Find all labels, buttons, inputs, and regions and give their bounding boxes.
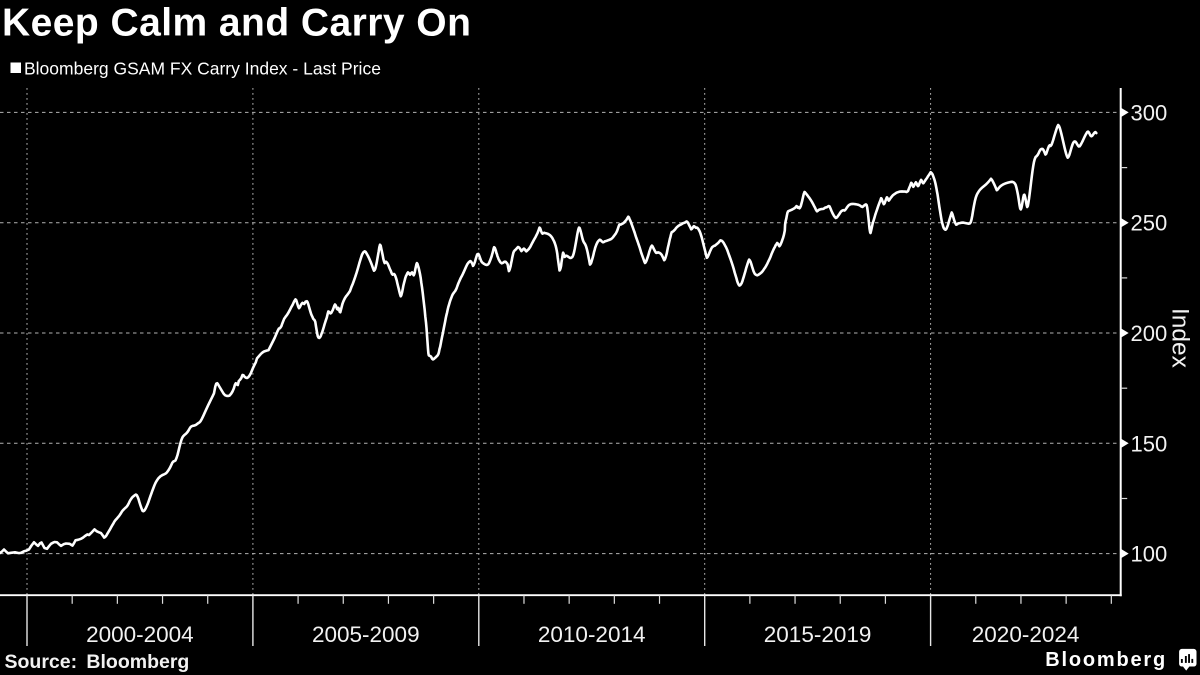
svg-text:300: 300 — [1131, 100, 1168, 125]
svg-text:Source: Bloomberg: Source: Bloomberg — [5, 651, 190, 673]
svg-text:200: 200 — [1131, 321, 1168, 346]
svg-text:Keep Calm and Carry On: Keep Calm and Carry On — [2, 2, 471, 45]
svg-text:Bloomberg: Bloomberg — [1045, 649, 1167, 671]
svg-text:Bloomberg GSAM FX Carry Index: Bloomberg GSAM FX Carry Index - Last Pri… — [24, 59, 381, 79]
svg-text:150: 150 — [1131, 431, 1168, 456]
svg-text:250: 250 — [1131, 211, 1168, 236]
svg-text:2000-2004: 2000-2004 — [86, 622, 194, 647]
svg-text:2010-2014: 2010-2014 — [538, 622, 646, 647]
svg-text:2005-2009: 2005-2009 — [312, 622, 420, 647]
svg-text:2020-2024: 2020-2024 — [972, 622, 1080, 647]
svg-text:Index: Index — [1167, 308, 1194, 368]
svg-text:100: 100 — [1131, 542, 1168, 567]
svg-text:2015-2019: 2015-2019 — [764, 622, 872, 647]
